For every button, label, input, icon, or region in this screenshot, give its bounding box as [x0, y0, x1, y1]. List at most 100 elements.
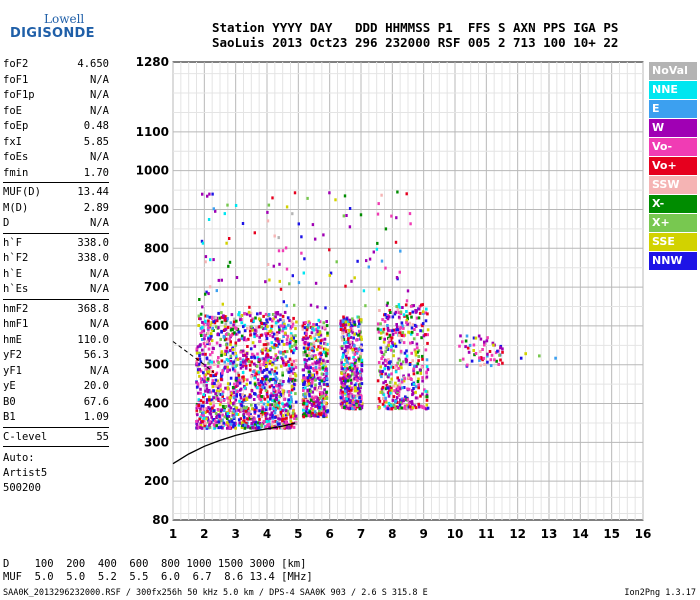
echo-point [342, 367, 345, 371]
echo-point [218, 316, 222, 320]
echo-point [422, 334, 426, 338]
echo-point [304, 379, 308, 383]
echo-point [490, 353, 494, 357]
echo-point [235, 276, 239, 279]
echo-point [232, 391, 236, 394]
param-label: h`E [3, 267, 22, 280]
echo-point [232, 323, 235, 327]
echo-point [281, 419, 284, 423]
echo-point [287, 367, 290, 371]
echo-point [312, 398, 316, 402]
echo-point [382, 340, 386, 344]
echo-point [227, 415, 231, 418]
echo-point [281, 359, 285, 363]
echo-point [214, 325, 218, 329]
echo-point [252, 354, 256, 358]
echo-point [312, 341, 316, 345]
echo-point [390, 348, 393, 352]
echo-point [301, 338, 305, 342]
echo-point [342, 363, 346, 366]
echo-point [501, 347, 504, 351]
echo-point [217, 356, 220, 359]
echo-point [254, 420, 258, 424]
echo-point [400, 380, 404, 384]
echo-point [396, 328, 400, 332]
echo-point [272, 317, 275, 321]
echo-point [246, 358, 250, 361]
echo-point [404, 395, 407, 399]
echo-point [233, 382, 236, 386]
echo-point [304, 341, 307, 344]
echo-point [401, 331, 405, 335]
echo-point [328, 191, 331, 195]
param-value: 338.0 [77, 252, 109, 264]
echo-point [207, 370, 211, 374]
echo-point [219, 377, 223, 381]
echo-point [401, 397, 404, 401]
echo-point [267, 263, 270, 266]
echo-point [279, 318, 282, 322]
echo-point [325, 374, 328, 378]
echo-point [205, 417, 208, 421]
echo-point [398, 383, 402, 386]
echo-point [199, 399, 203, 403]
echo-point [226, 426, 229, 430]
echo-point [308, 321, 312, 325]
echo-point [393, 312, 397, 316]
echo-point [237, 375, 241, 379]
echo-point [312, 323, 315, 326]
station-header: Station YYYY DAY DDD HHMMSS P1 FFS S AXN… [212, 20, 618, 50]
echo-point [416, 380, 420, 383]
echo-point [314, 365, 318, 369]
echo-point [272, 357, 276, 361]
echo-point [349, 329, 353, 333]
param-label: fmin [3, 166, 29, 179]
echo-point [207, 319, 210, 323]
echo-point [315, 372, 319, 376]
echo-point [325, 372, 328, 376]
echo-point [252, 319, 255, 323]
echo-point [246, 425, 250, 428]
echo-point [264, 388, 268, 392]
echo-point [401, 324, 404, 328]
echo-point [360, 397, 363, 401]
echo-point [263, 386, 266, 390]
echo-point [383, 404, 386, 408]
echo-point [199, 391, 202, 395]
echo-point [207, 361, 210, 365]
echo-point [271, 363, 274, 367]
echo-point [241, 371, 245, 374]
echo-point [265, 377, 268, 381]
echo-point [258, 325, 261, 329]
echo-point [261, 412, 265, 416]
echo-point [207, 337, 210, 341]
echo-point [358, 396, 361, 400]
echo-point [217, 397, 220, 401]
echo-point [268, 360, 272, 363]
param-row: hmE 110.0 [3, 333, 109, 349]
x-tick-label: 15 [603, 527, 620, 541]
echo-point [250, 423, 253, 427]
echo-point [411, 393, 414, 397]
echo-point [239, 318, 242, 322]
echo-point [325, 324, 329, 328]
echo-point [203, 375, 207, 379]
echo-point [286, 412, 290, 416]
echo-point [410, 326, 414, 330]
echo-point [290, 349, 293, 353]
echo-point [262, 360, 266, 364]
echo-point [320, 362, 323, 366]
echo-point [284, 326, 288, 330]
echo-point [402, 399, 405, 403]
echo-point [257, 370, 261, 374]
echo-point [345, 330, 348, 334]
echo-point [196, 406, 200, 409]
echo-point [284, 422, 288, 426]
echo-point [260, 369, 263, 373]
echo-point [311, 346, 314, 350]
echo-point [268, 426, 271, 430]
echo-point [264, 280, 267, 284]
echo-point [288, 282, 291, 286]
echo-point [343, 373, 347, 377]
echo-point [263, 375, 266, 379]
